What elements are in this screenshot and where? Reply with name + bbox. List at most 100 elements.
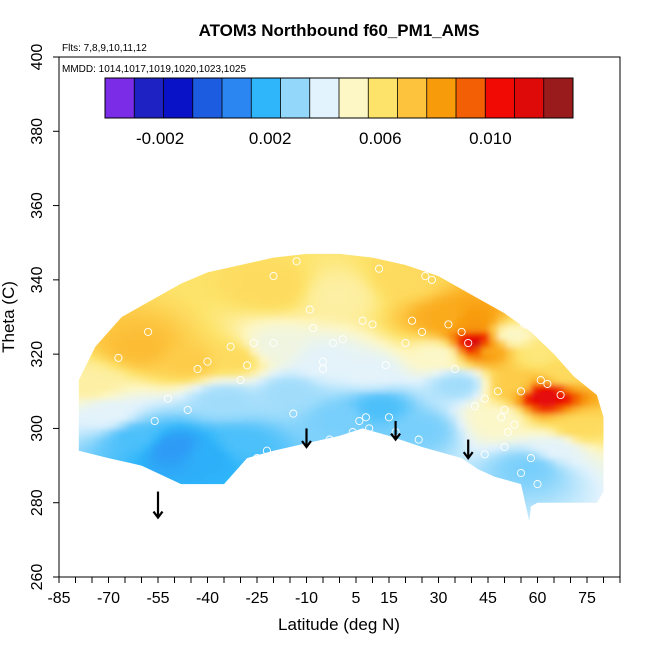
field-cell — [93, 502, 103, 511]
field-cell — [374, 502, 384, 511]
field-cell — [291, 383, 301, 393]
field-cell — [242, 532, 251, 540]
field-cell — [184, 354, 194, 363]
field-cell — [563, 391, 573, 400]
field-cell — [266, 253, 276, 259]
field-cell — [324, 450, 334, 459]
field-cell — [167, 265, 177, 274]
field-cell — [382, 406, 392, 415]
field-cell — [530, 376, 540, 385]
field-cell — [423, 265, 433, 274]
field-cell — [423, 413, 433, 422]
field-cell — [440, 428, 450, 437]
field-cell — [390, 279, 400, 289]
field-cell — [283, 317, 293, 326]
field-cell — [209, 309, 219, 318]
field-cell — [184, 421, 194, 430]
field-cell — [233, 480, 243, 489]
field-cell — [299, 450, 309, 459]
field-cell — [299, 480, 309, 489]
field-cell — [506, 243, 515, 251]
field-cell — [233, 309, 243, 318]
field-cell — [514, 243, 523, 251]
field-cell — [613, 532, 622, 540]
field-cell — [151, 532, 160, 540]
field-cell — [267, 532, 276, 540]
field-cell — [382, 525, 391, 533]
field-cell — [506, 235, 515, 243]
field-cell — [324, 354, 334, 363]
field-cell — [374, 346, 384, 355]
field-cell — [258, 510, 268, 519]
field-cell — [514, 398, 524, 407]
field-cell — [423, 428, 433, 437]
field-cell — [78, 435, 87, 445]
field-cell — [167, 450, 177, 459]
field-cell — [192, 331, 202, 341]
field-cell — [308, 532, 317, 540]
field-cell — [275, 272, 285, 281]
field-cell — [539, 480, 549, 489]
field-cell — [423, 331, 433, 341]
field-cell — [415, 369, 425, 378]
field-cell — [324, 510, 334, 519]
field-cell — [168, 235, 177, 243]
field-cell — [448, 265, 458, 274]
field-cell — [275, 309, 285, 318]
field-cell — [275, 480, 285, 489]
field-cell — [448, 279, 458, 289]
field-cell — [324, 302, 334, 311]
field-cell — [605, 362, 614, 370]
field-cell — [555, 480, 565, 489]
field-cell — [192, 257, 202, 266]
field-cell — [250, 287, 260, 296]
field-cell — [93, 376, 103, 385]
field-cell — [143, 406, 153, 415]
field-cell — [473, 265, 483, 274]
field-cell — [275, 465, 285, 474]
field-cell — [118, 406, 128, 415]
field-cell — [547, 480, 557, 489]
field-cell — [506, 354, 516, 363]
field-cell — [522, 391, 532, 400]
field-cell — [266, 331, 276, 341]
field-cell — [415, 391, 425, 400]
observation-point — [358, 316, 367, 325]
field-cell — [308, 465, 318, 474]
field-cell — [522, 265, 532, 274]
field-cell — [193, 532, 202, 540]
field-cell — [588, 253, 598, 259]
field-cell — [192, 294, 202, 303]
field-cell — [497, 354, 507, 363]
field-cell — [415, 473, 425, 482]
field-cell — [506, 287, 516, 296]
field-cell — [596, 294, 604, 303]
field-cell — [69, 280, 78, 288]
field-cell — [291, 443, 301, 452]
field-cell — [159, 272, 169, 281]
field-cell — [530, 253, 540, 259]
field-cell — [167, 383, 177, 393]
field-cell — [431, 391, 441, 400]
field-cell — [605, 354, 614, 362]
field-cell — [225, 435, 235, 445]
field-cell — [258, 253, 268, 259]
field-cell — [242, 391, 252, 400]
field-cell — [563, 376, 573, 385]
observation-point — [381, 361, 390, 370]
field-cell — [423, 339, 433, 348]
field-cell — [415, 495, 425, 504]
field-cell — [464, 383, 474, 393]
field-cell — [291, 502, 301, 511]
field-cell — [242, 346, 252, 355]
field-cell — [217, 243, 226, 251]
field-cell — [151, 421, 161, 430]
field-cell — [275, 361, 285, 370]
field-cell — [431, 279, 441, 289]
field-cell — [440, 257, 450, 266]
field-cell — [118, 257, 128, 266]
field-cell — [134, 361, 144, 370]
field-cell — [530, 279, 540, 289]
field-cell — [456, 398, 466, 407]
field-cell — [159, 294, 169, 303]
